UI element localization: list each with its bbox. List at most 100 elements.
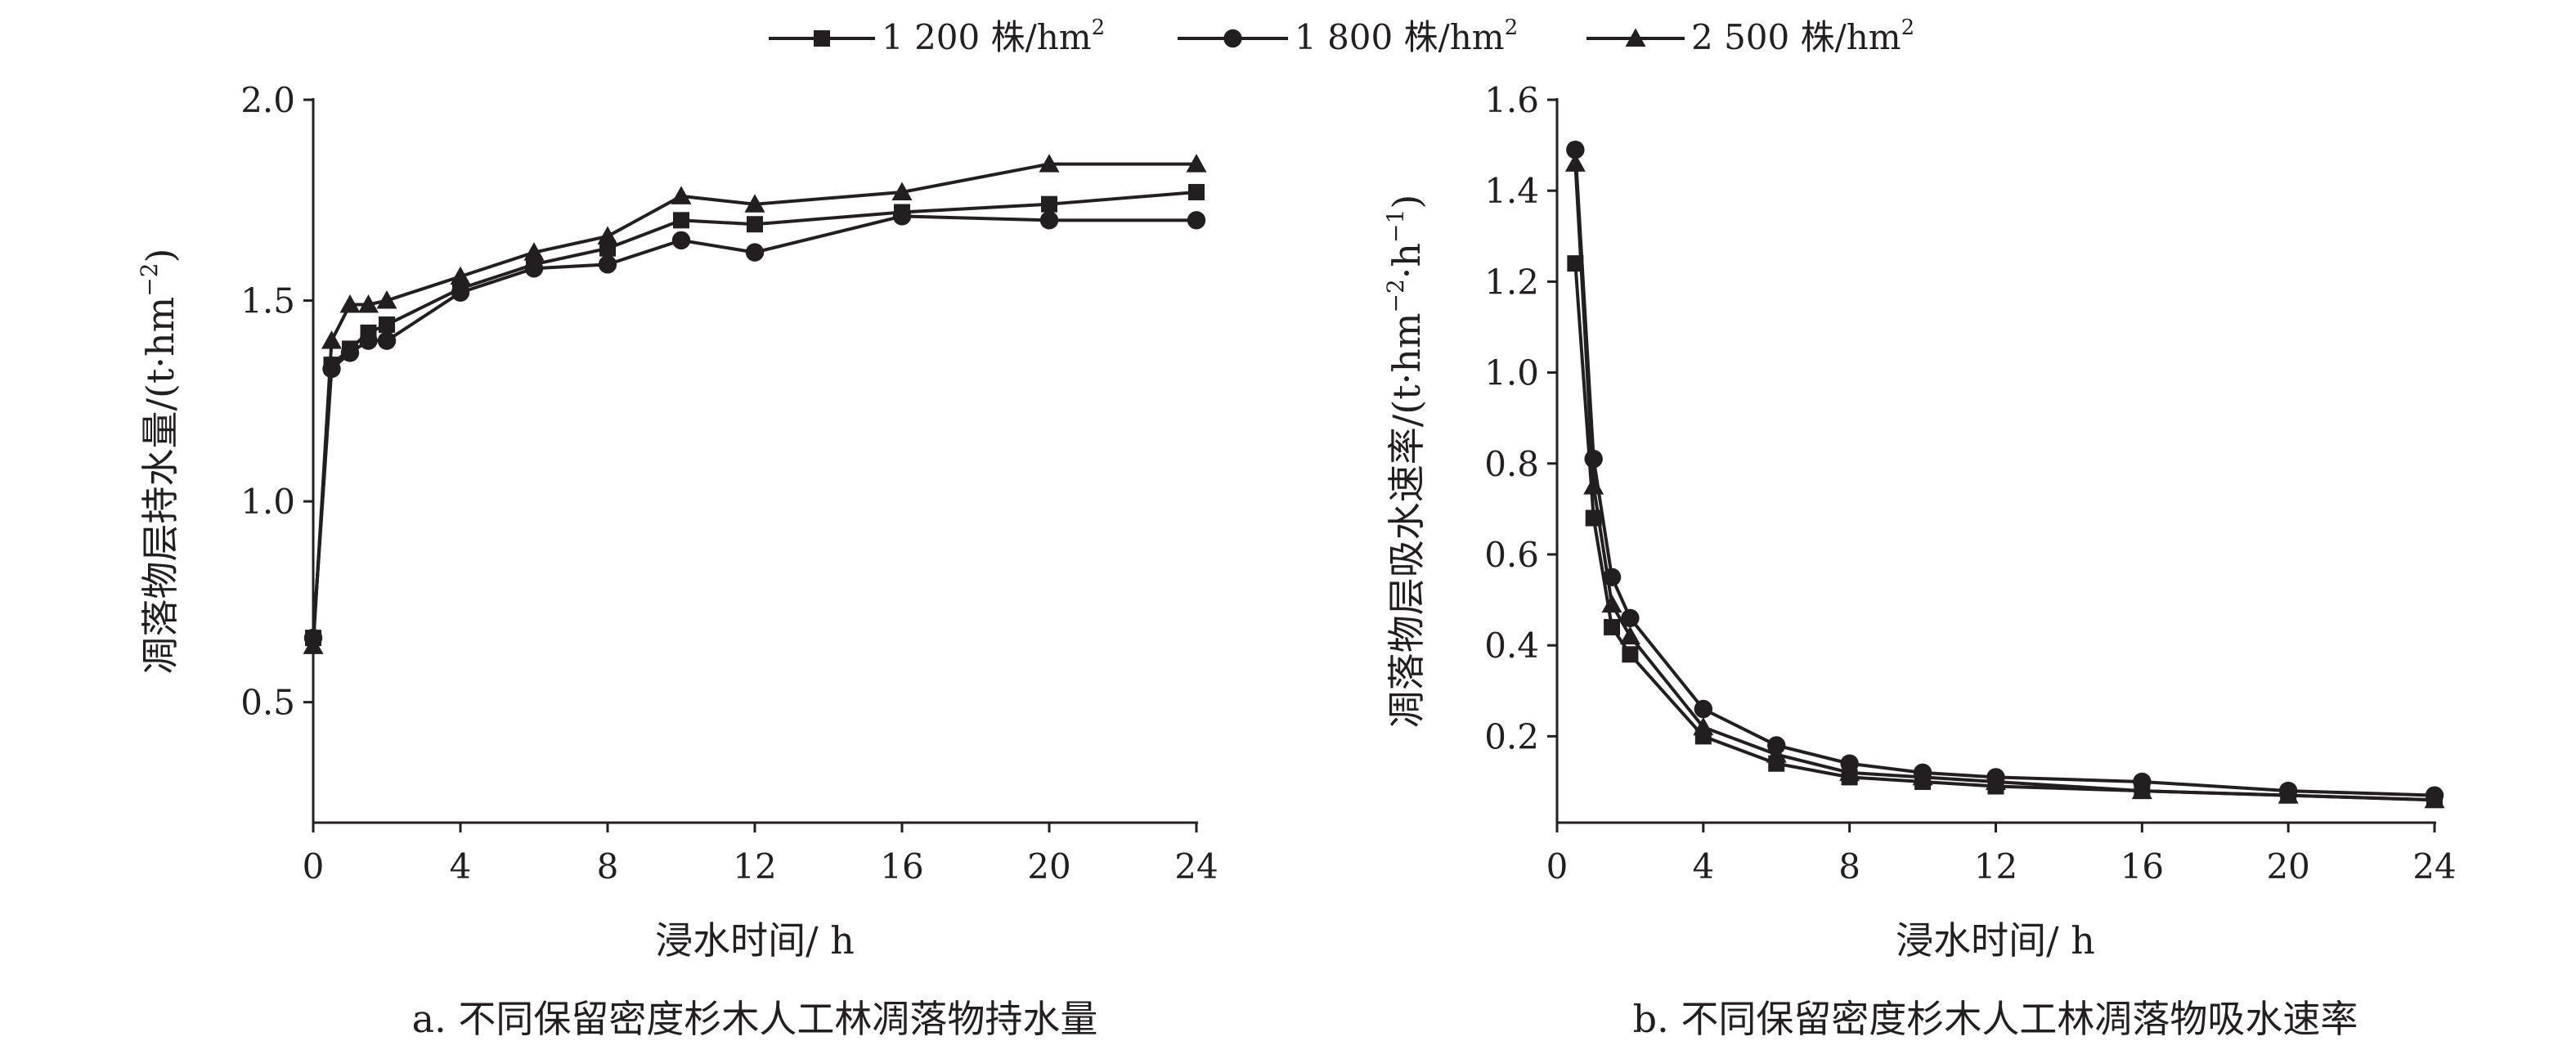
series-line-triangle <box>312 162 1196 647</box>
legend: 1 200 株/hm2 1 800 株/hm2 2 500 株/hm2 <box>769 16 1914 57</box>
x-tick-label: 0 <box>1546 846 1568 886</box>
data-point-triangle <box>597 226 618 245</box>
x-tick-label: 8 <box>597 846 619 886</box>
data-point-circle <box>745 243 765 262</box>
y-tick-label: 0.4 <box>1484 626 1539 666</box>
data-point-triangle <box>1039 154 1060 173</box>
chart-caption: b. 不同保留密度杉木人工林凋落物吸水速率 <box>1633 997 2358 1041</box>
data-point-triangle <box>1839 762 1860 781</box>
y-tick-label: 2.0 <box>240 80 295 120</box>
data-point-triangle <box>1693 716 1714 736</box>
data-point-circle <box>1566 140 1585 159</box>
chart-caption: a. 不同保留密度杉木人工林凋落物持水量 <box>412 997 1098 1041</box>
data-point-triangle <box>358 294 379 313</box>
y-axis-title-middle: ·h <box>1384 243 1429 279</box>
x-tick-label: 4 <box>1692 846 1714 886</box>
legend-label-1: 1 800 株/hm2 <box>1295 16 1518 57</box>
data-point-triangle <box>744 194 765 213</box>
y-axis-title-superscript: −2 <box>136 262 163 296</box>
y-axis-title-superscript-2: −1 <box>1382 209 1409 243</box>
y-tick-label: 0.2 <box>1484 716 1539 756</box>
y-axis-title-superscript: −2 <box>1382 279 1409 312</box>
data-point-triangle <box>321 330 342 349</box>
y-tick-label: 1.4 <box>1484 171 1539 211</box>
data-point-square <box>673 212 689 229</box>
data-point-triangle <box>1564 153 1586 172</box>
data-point-triangle <box>1912 766 1933 786</box>
series-line-triangle <box>1573 163 2435 802</box>
data-point-square <box>747 216 763 233</box>
data-point-circle <box>892 207 912 226</box>
data-point-triangle <box>376 290 397 309</box>
x-tick-label: 16 <box>880 846 923 886</box>
chart-a-water-holding: 0 4 8 12 16 20 24 0.5 1.0 1.5 2.0 浸水时间/ h 凋落物层持水量/(t… <box>136 80 1218 1041</box>
data-point-circle <box>377 331 397 350</box>
series-line-circle <box>312 214 1196 639</box>
x-tick-label: 16 <box>2120 846 2164 886</box>
data-point-triangle <box>1583 476 1604 495</box>
x-tick-label: 20 <box>1027 846 1070 886</box>
data-point-circle <box>340 343 360 362</box>
y-tick-label: 1.0 <box>240 482 295 522</box>
y-tick-label: 0.8 <box>1484 444 1539 484</box>
data-point-triangle <box>1186 154 1207 173</box>
data-point-triangle <box>1986 771 2006 790</box>
y-axis-title-end: ) <box>138 248 182 262</box>
x-axis-title: 浸水时间/ h <box>1896 918 2095 962</box>
y-axis-title: 凋落物层持水量/(t·hm−2) <box>136 248 182 674</box>
data-point-circle <box>671 231 691 250</box>
series-triangle <box>1564 153 2445 809</box>
chart-b-absorption-rate: 0 4 8 12 16 20 24 0.2 0.4 0.6 0.8 1.0 1.2 1.4 1.6 浸水时间/… <box>1382 80 2457 1041</box>
series-circle <box>1566 140 2444 805</box>
data-point-triangle <box>891 182 913 200</box>
legend-label-text: 2 500 株/hm <box>1691 17 1901 57</box>
data-point-circle <box>1187 211 1206 230</box>
legend-marker-triangle <box>1625 28 1646 47</box>
series-line-circle <box>1573 150 2435 797</box>
data-point-triangle <box>339 294 361 313</box>
y-axis-title-end: ) <box>1384 195 1429 209</box>
y-tick-label: 1.2 <box>1484 262 1539 302</box>
legend-label-superscript: 2 <box>1505 16 1519 40</box>
data-point-square <box>1604 618 1621 635</box>
y-tick-label: 1.5 <box>240 281 295 321</box>
data-point-triangle <box>2131 780 2152 800</box>
y-axis-title-main: 凋落物层持水量/(t·hm <box>138 297 182 675</box>
legend-label-superscript: 2 <box>1901 16 1915 40</box>
data-point-square <box>1188 183 1205 200</box>
x-tick-label: 0 <box>303 846 325 886</box>
data-point-circle <box>451 283 470 302</box>
y-tick-label: 0.6 <box>1484 535 1539 575</box>
data-point-triangle <box>303 635 324 654</box>
data-point-triangle <box>523 242 545 261</box>
data-point-triangle <box>450 266 471 285</box>
legend-label-text: 1 800 株/hm <box>1295 17 1505 57</box>
data-point-triangle <box>1766 744 1787 763</box>
data-point-triangle <box>1601 594 1622 613</box>
data-point-circle <box>1039 211 1059 230</box>
y-axis-title-main: 凋落物层吸水速率/(t·hm <box>1384 312 1429 728</box>
data-point-circle <box>598 255 617 274</box>
data-point-circle <box>1694 699 1713 719</box>
legend-label-0: 1 200 株/hm2 <box>882 16 1105 57</box>
x-axis-title: 浸水时间/ h <box>655 918 855 962</box>
y-axis-title: 凋落物层吸水速率/(t·hm−2·h−1) <box>1382 195 1429 729</box>
data-point-triangle <box>1619 626 1640 645</box>
x-tick-label: 24 <box>2412 846 2456 886</box>
legend-label-superscript: 2 <box>1092 16 1106 40</box>
data-point-circle <box>524 259 544 278</box>
series-triangle <box>303 154 1207 654</box>
y-tick-label: 1.6 <box>1484 80 1539 120</box>
data-point-triangle <box>671 186 692 204</box>
x-tick-label: 24 <box>1174 846 1218 886</box>
data-point-square <box>379 316 395 334</box>
data-point-circle <box>322 359 341 379</box>
data-point-triangle <box>2424 789 2445 809</box>
data-point-circle <box>359 331 378 350</box>
data-point-square <box>1041 195 1057 213</box>
x-tick-label: 4 <box>450 846 472 886</box>
x-tick-label: 12 <box>1974 846 2017 886</box>
x-tick-label: 20 <box>2266 846 2309 886</box>
y-tick-label: 0.5 <box>240 683 295 723</box>
